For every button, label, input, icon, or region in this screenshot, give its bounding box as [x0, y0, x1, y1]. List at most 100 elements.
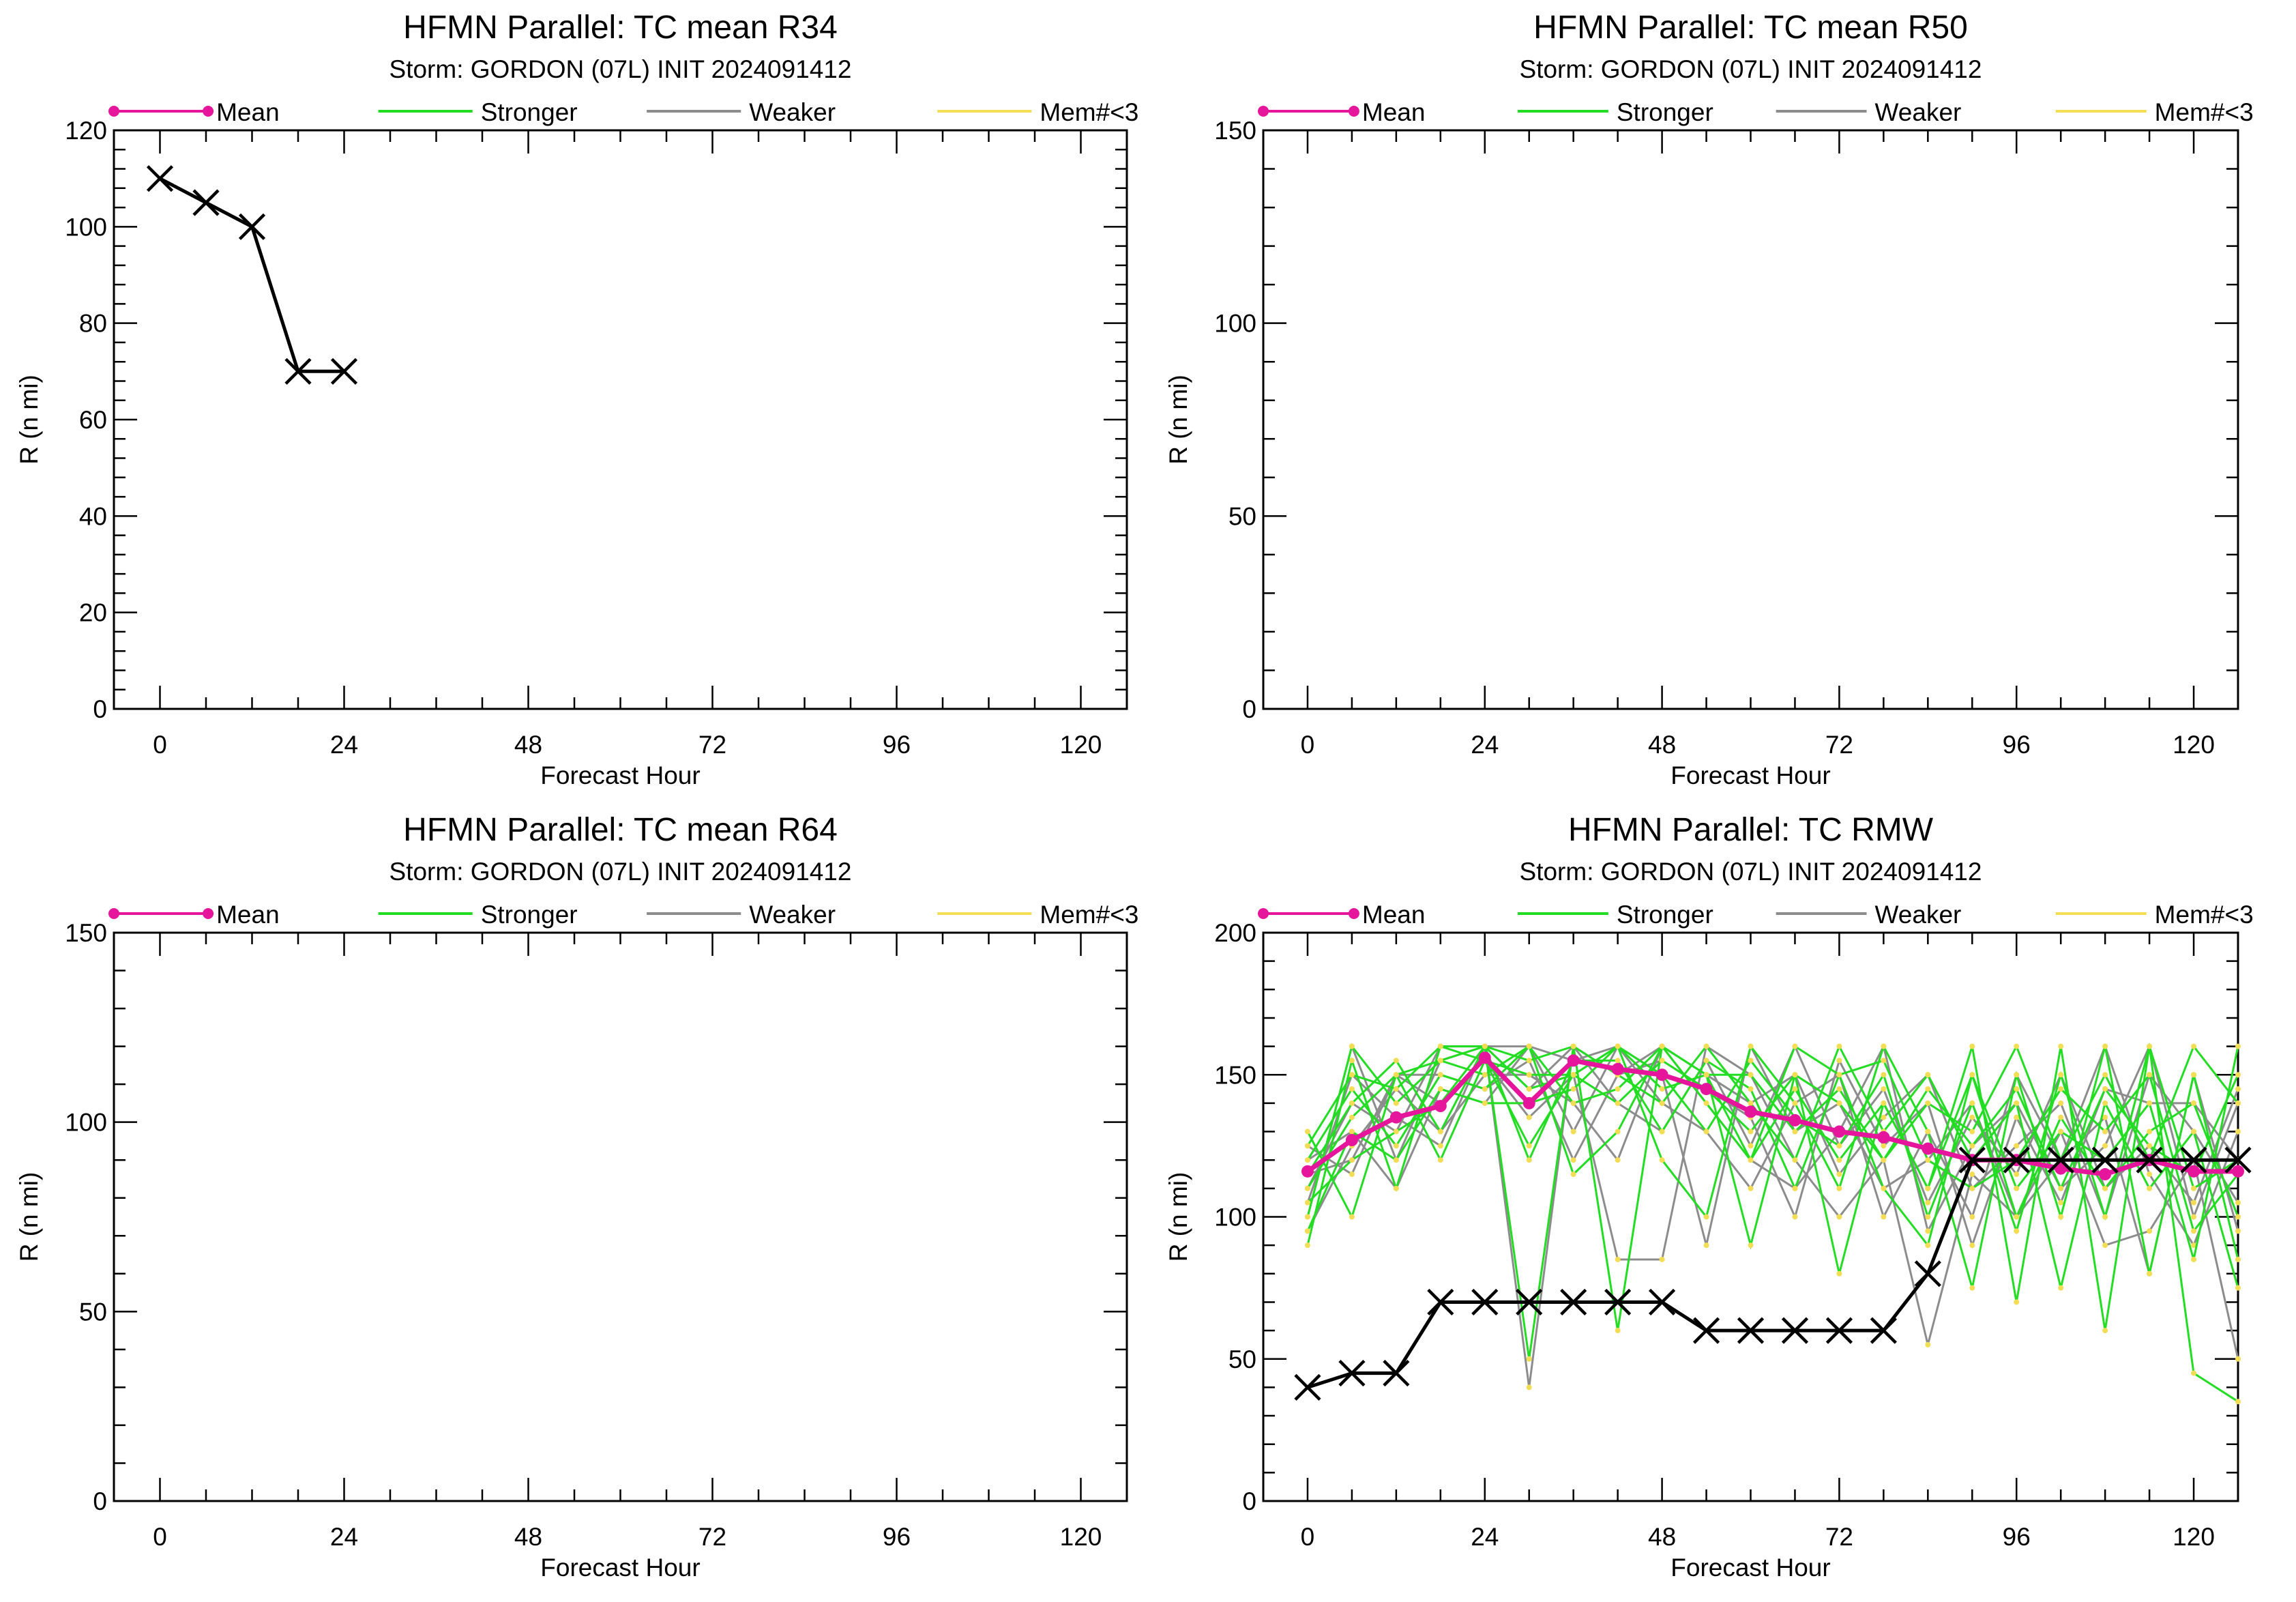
y-tick-label: 150	[65, 919, 107, 947]
mean-point	[1700, 1083, 1713, 1096]
chart-title: HFMN Parallel: TC mean R64	[403, 812, 838, 848]
obs-x-stroke	[284, 358, 312, 385]
member-point	[1526, 1072, 1532, 1078]
obs-x-marker	[1648, 1288, 1676, 1316]
member-point	[1969, 1100, 1975, 1106]
member-point	[2191, 1100, 2197, 1106]
member-point	[2191, 1043, 2197, 1049]
member-point	[1836, 1185, 1842, 1191]
x-tick-label: 72	[1825, 1523, 1853, 1551]
y-tick-label: 150	[1214, 1061, 1256, 1089]
x-tick-label: 96	[883, 731, 911, 759]
x-tick-label: 96	[883, 1523, 911, 1551]
obs-x-stroke	[2047, 1146, 2074, 1174]
obs-line	[159, 177, 344, 373]
y-tick-label: 0	[1242, 1487, 1256, 1515]
legend-marker	[1348, 908, 1359, 919]
member-point	[1349, 1100, 1355, 1106]
y-tick-label: 50	[1228, 502, 1256, 530]
stronger-member-line	[1306, 1045, 2239, 1403]
legend-label: Weaker	[749, 98, 836, 126]
member-point	[1969, 1171, 1975, 1178]
obs-x-marker	[2180, 1146, 2207, 1174]
member-point	[2058, 1185, 2064, 1191]
stronger-member-line	[1306, 1045, 2239, 1191]
obs-x-marker	[2047, 1146, 2074, 1174]
member-point	[2191, 1185, 2197, 1191]
member-point	[2102, 1143, 2108, 1149]
x-tick-label: 72	[698, 1523, 726, 1551]
member-point	[1792, 1086, 1798, 1092]
member-point	[1659, 1100, 1665, 1106]
y-tick-label: 200	[1214, 919, 1256, 947]
y-tick-label: 100	[1214, 310, 1256, 338]
member-point	[1836, 1058, 1842, 1064]
member-point	[2102, 1242, 2108, 1249]
member-point	[2058, 1285, 2064, 1291]
obs-x-marker	[1338, 1359, 1366, 1387]
member-point	[1615, 1058, 1621, 1064]
legend-item-weaker: Weaker	[647, 901, 836, 929]
legend-marker	[1258, 106, 1269, 117]
member-point	[2191, 1242, 2197, 1249]
y-tick-label: 150	[1214, 117, 1256, 145]
legend-marker	[108, 106, 119, 117]
member-point	[1836, 1072, 1842, 1078]
member-point	[2014, 1214, 2020, 1220]
member-point	[2014, 1143, 2020, 1149]
obs-x-stroke	[1648, 1288, 1676, 1316]
x-tick-label: 0	[153, 1523, 167, 1551]
member-point	[1659, 1058, 1665, 1064]
member-point	[1526, 1143, 1532, 1149]
member-point	[1703, 1214, 1709, 1220]
chart-panel-1: HFMN Parallel: TC mean R34 Storm: GORDON …	[15, 10, 1138, 789]
member-point	[1349, 1086, 1355, 1092]
member-point	[2058, 1100, 2064, 1106]
member-point	[1925, 1128, 1931, 1135]
x-tick-label: 24	[330, 731, 358, 759]
member-point	[1969, 1285, 1975, 1291]
y-tick-label: 40	[79, 502, 107, 530]
obs-x-marker	[1914, 1260, 1941, 1287]
member-point	[1437, 1157, 1443, 1163]
x-tick-label: 120	[1060, 1523, 1102, 1551]
member-point	[2191, 1214, 2197, 1220]
member-point	[2235, 1100, 2241, 1106]
series-stronger	[1304, 1043, 2241, 1291]
member-point	[2147, 1072, 2153, 1078]
member-point	[1526, 1384, 1532, 1390]
member-point	[2058, 1199, 2064, 1206]
member-point	[1925, 1228, 1931, 1234]
member-point	[1482, 1086, 1488, 1092]
chart-subtitle: Storm: GORDON (07L) INIT 2024091412	[1520, 55, 1982, 83]
member-point	[1836, 1043, 1842, 1049]
stronger-member-line	[1306, 1043, 2239, 1235]
x-tick-label: 0	[1301, 731, 1315, 759]
member-point	[1881, 1100, 1887, 1106]
member-point	[1969, 1114, 1975, 1120]
plot-frame	[1262, 931, 2239, 1502]
member-point	[2014, 1185, 2020, 1191]
member-point	[1615, 1328, 1621, 1334]
member-point	[1570, 1128, 1576, 1135]
member-point	[1881, 1143, 1887, 1149]
legend-label: Mean	[1362, 901, 1426, 929]
member-point	[1792, 1072, 1798, 1078]
member-point	[1526, 1086, 1532, 1092]
series-obs	[146, 165, 358, 385]
legend-label: Mean	[1362, 98, 1426, 126]
x-tick-label: 0	[1301, 1523, 1315, 1551]
chart-panel-2: HFMN Parallel: TC mean R50 Storm: GORDON …	[1164, 10, 2254, 789]
member-point	[1748, 1072, 1754, 1078]
y-tick-label: 120	[65, 117, 107, 145]
member-point	[1881, 1114, 1887, 1120]
member-point	[2147, 1185, 2153, 1191]
mean-point	[1922, 1142, 1934, 1155]
legend-item-stronger: Stronger	[378, 901, 578, 929]
member-point	[1792, 1157, 1798, 1163]
y-tick-label: 100	[1214, 1204, 1256, 1232]
member-point	[1925, 1157, 1931, 1163]
member-point	[1615, 1100, 1621, 1106]
member-point	[1925, 1100, 1931, 1106]
